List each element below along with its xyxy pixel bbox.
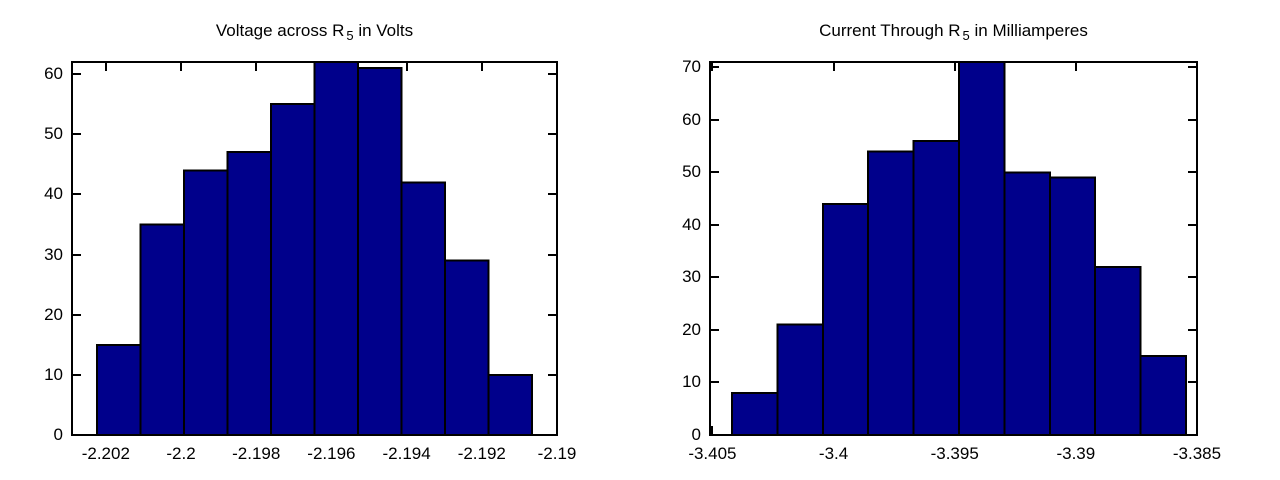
histogram-bar — [958, 61, 1006, 436]
plot-frame — [71, 61, 558, 436]
histogram-bar — [444, 259, 490, 436]
y-tick-label: 20 — [682, 319, 701, 339]
x-tick-label: -2.194 — [382, 444, 431, 463]
histogram-bar — [487, 373, 533, 436]
y-tick-label: 70 — [682, 57, 701, 77]
y-tick-label: 50 — [44, 124, 63, 144]
y-tick-label: 30 — [682, 267, 701, 287]
x-tick-label: -2.198 — [232, 444, 281, 463]
histogram-bar — [139, 223, 185, 436]
y-tick-label: 10 — [44, 364, 63, 384]
histogram-bar — [1094, 265, 1142, 436]
x-tick-label: -3.39 — [1056, 444, 1096, 463]
histogram-bar — [1139, 355, 1187, 437]
x-tick-label: -3.405 — [688, 444, 737, 463]
histogram-bar — [356, 67, 403, 436]
histogram-bar — [1048, 176, 1097, 436]
x-tick-label: -2.2 — [166, 444, 196, 463]
y-tick-label: 30 — [44, 244, 63, 264]
title-subscript: 5 — [346, 28, 354, 43]
histogram-bar — [226, 151, 272, 436]
y-tick-label: 40 — [682, 214, 701, 234]
histogram-bar — [95, 343, 142, 436]
title-text: in Milliamperes — [969, 21, 1088, 40]
histogram-bar — [1003, 171, 1051, 437]
y-tick-label: 0 — [691, 425, 701, 444]
y-tick-label: 0 — [53, 425, 63, 444]
histogram-bar — [731, 392, 779, 436]
histogram-bar — [400, 181, 446, 436]
x-tick-label: -2.192 — [457, 444, 506, 463]
y-tick-label: 50 — [682, 162, 701, 182]
plot-frame — [709, 61, 1198, 436]
x-tick-label: -3.395 — [930, 444, 979, 463]
histogram-bar — [912, 139, 960, 437]
x-tick-label: -3.4 — [818, 444, 849, 463]
histogram-bar — [867, 150, 915, 437]
x-tick-label: -2.196 — [307, 444, 356, 463]
y-tick-label: 60 — [44, 64, 63, 84]
x-tick-label: -2.19 — [537, 444, 577, 463]
histogram-bar — [776, 323, 824, 437]
title-subscript: 5 — [962, 28, 970, 43]
title-text: Current Through R — [819, 21, 961, 40]
y-tick-label: 40 — [44, 184, 63, 204]
x-tick-label: -3.385 — [1172, 444, 1222, 463]
title-text: in Volts — [353, 21, 414, 40]
y-tick-label: 60 — [682, 109, 701, 129]
title-text: Voltage across R — [215, 21, 345, 40]
histogram-bar — [269, 103, 316, 436]
y-tick-label: 10 — [682, 372, 701, 392]
histogram-bar — [821, 202, 870, 436]
y-tick-label: 20 — [44, 304, 63, 324]
x-tick-label: -2.202 — [81, 444, 130, 463]
